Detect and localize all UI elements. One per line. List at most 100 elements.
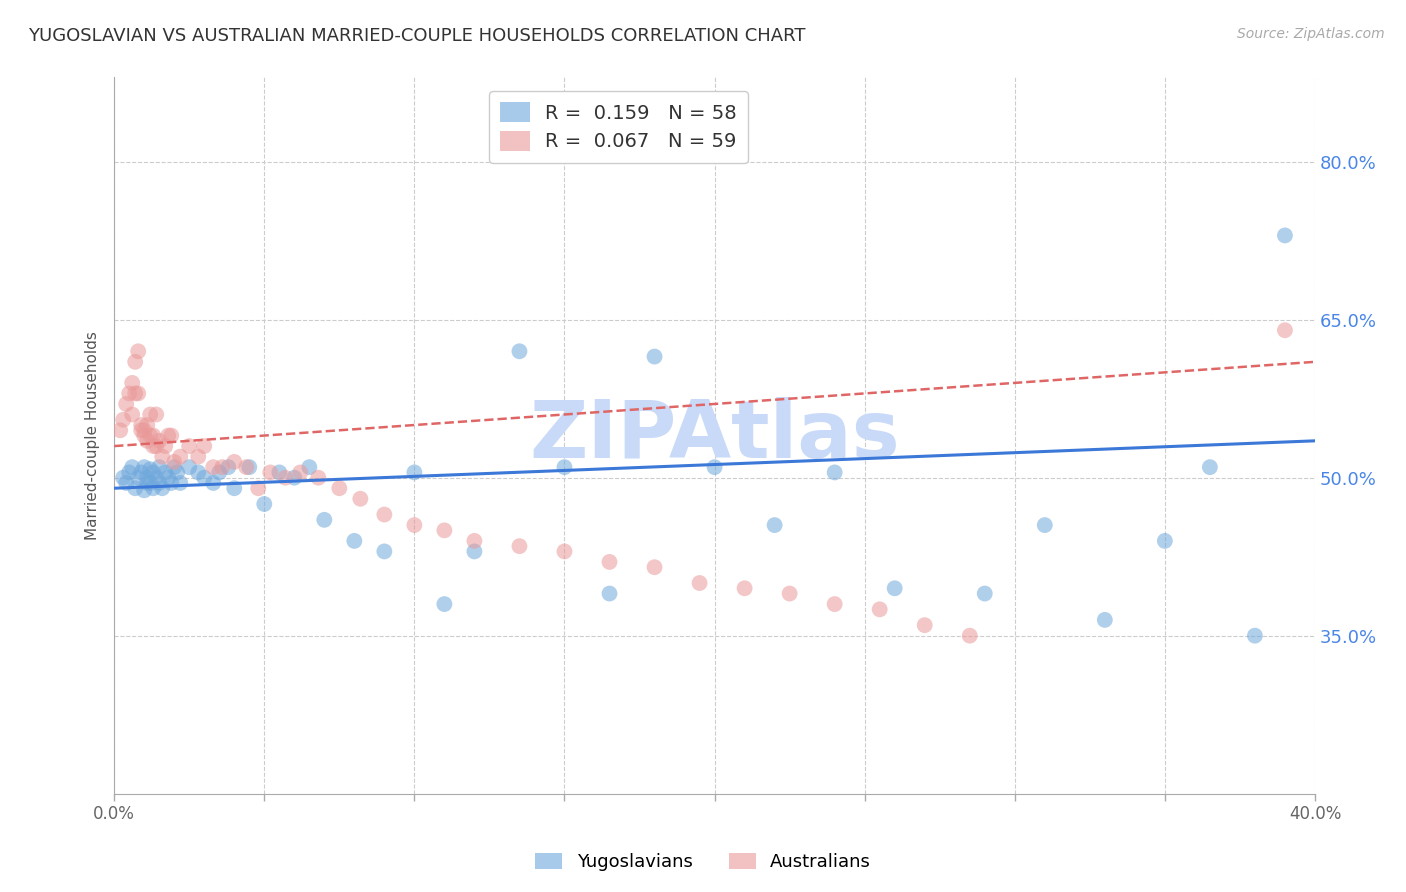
Point: [599, 586, 621, 600]
Point: [129, 466, 152, 480]
Point: [869, 602, 891, 616]
Point: [247, 481, 270, 495]
Point: [553, 544, 575, 558]
Point: [124, 355, 146, 369]
Point: [148, 434, 170, 448]
Point: [463, 544, 485, 558]
Point: [163, 455, 186, 469]
Legend: Yugoslavians, Australians: Yugoslavians, Australians: [527, 846, 879, 879]
Point: [193, 439, 215, 453]
Point: [599, 555, 621, 569]
Point: [121, 408, 143, 422]
Point: [433, 524, 456, 538]
Point: [136, 417, 159, 432]
Point: [166, 466, 188, 480]
Point: [193, 471, 215, 485]
Point: [157, 471, 180, 485]
Point: [1274, 228, 1296, 243]
Point: [763, 518, 786, 533]
Point: [208, 466, 231, 480]
Point: [307, 471, 329, 485]
Point: [136, 434, 159, 448]
Point: [148, 460, 170, 475]
Point: [124, 386, 146, 401]
Point: [139, 428, 162, 442]
Point: [914, 618, 936, 632]
Text: Source: ZipAtlas.com: Source: ZipAtlas.com: [1237, 27, 1385, 41]
Point: [160, 475, 183, 490]
Point: [148, 475, 170, 490]
Point: [314, 513, 336, 527]
Point: [703, 460, 725, 475]
Point: [349, 491, 371, 506]
Point: [150, 450, 173, 464]
Point: [139, 475, 162, 490]
Point: [121, 376, 143, 390]
Point: [127, 344, 149, 359]
Point: [202, 475, 225, 490]
Point: [145, 471, 167, 485]
Point: [959, 629, 981, 643]
Point: [134, 460, 156, 475]
Point: [202, 460, 225, 475]
Point: [160, 428, 183, 442]
Point: [269, 466, 291, 480]
Point: [1199, 460, 1222, 475]
Point: [238, 460, 260, 475]
Point: [1244, 629, 1267, 643]
Point: [217, 460, 239, 475]
Point: [283, 471, 305, 485]
Point: [118, 466, 141, 480]
Point: [343, 533, 366, 548]
Point: [150, 481, 173, 495]
Point: [824, 466, 846, 480]
Point: [134, 428, 156, 442]
Point: [179, 460, 201, 475]
Point: [224, 455, 246, 469]
Point: [142, 466, 165, 480]
Point: [124, 481, 146, 495]
Point: [155, 466, 177, 480]
Point: [115, 475, 138, 490]
Point: [134, 423, 156, 437]
Point: [253, 497, 276, 511]
Text: ZIPAtlas: ZIPAtlas: [529, 397, 900, 475]
Point: [145, 439, 167, 453]
Point: [1094, 613, 1116, 627]
Point: [224, 481, 246, 495]
Point: [298, 460, 321, 475]
Text: YUGOSLAVIAN VS AUSTRALIAN MARRIED-COUPLE HOUSEHOLDS CORRELATION CHART: YUGOSLAVIAN VS AUSTRALIAN MARRIED-COUPLE…: [28, 27, 806, 45]
Legend: R =  0.159   N = 58, R =  0.067   N = 59: R = 0.159 N = 58, R = 0.067 N = 59: [489, 91, 748, 163]
Point: [142, 481, 165, 495]
Point: [115, 397, 138, 411]
Point: [779, 586, 801, 600]
Point: [433, 597, 456, 611]
Point: [463, 533, 485, 548]
Point: [112, 471, 135, 485]
Point: [155, 439, 177, 453]
Point: [373, 544, 395, 558]
Point: [136, 475, 159, 490]
Point: [404, 466, 426, 480]
Point: [274, 471, 297, 485]
Point: [373, 508, 395, 522]
Point: [328, 481, 350, 495]
Point: [824, 597, 846, 611]
Point: [108, 423, 131, 437]
Y-axis label: Married-couple Households: Married-couple Households: [86, 331, 100, 540]
Point: [290, 466, 312, 480]
Point: [163, 460, 186, 475]
Point: [134, 483, 156, 498]
Point: [187, 450, 209, 464]
Point: [211, 460, 233, 475]
Point: [187, 466, 209, 480]
Point: [734, 582, 756, 596]
Point: [157, 428, 180, 442]
Point: [973, 586, 995, 600]
Point: [121, 460, 143, 475]
Point: [142, 428, 165, 442]
Point: [553, 460, 575, 475]
Point: [112, 413, 135, 427]
Point: [142, 439, 165, 453]
Point: [179, 439, 201, 453]
